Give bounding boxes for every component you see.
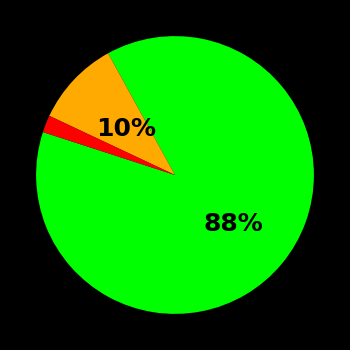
Text: 88%: 88% <box>204 212 264 236</box>
Wedge shape <box>49 53 175 175</box>
Wedge shape <box>43 116 175 175</box>
Text: 10%: 10% <box>96 117 156 141</box>
Wedge shape <box>36 36 314 314</box>
